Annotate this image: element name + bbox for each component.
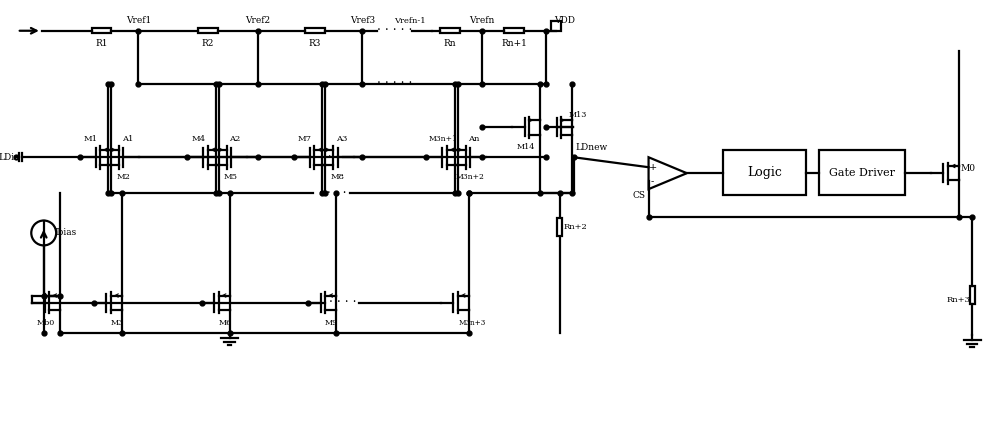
Text: Vrefn-1: Vrefn-1: [394, 17, 426, 25]
Text: Mb0: Mb0: [37, 319, 55, 327]
Bar: [551, 21, 561, 31]
Text: M3n+1: M3n+1: [428, 135, 457, 143]
Bar: [557, 218, 562, 236]
Text: M5: M5: [224, 173, 238, 181]
Text: · · · · ·: · · · · ·: [377, 77, 412, 90]
Text: Ibias: Ibias: [55, 228, 77, 238]
Text: R2: R2: [202, 39, 214, 48]
Text: Gate Driver: Gate Driver: [829, 168, 895, 178]
Text: LDnew: LDnew: [575, 143, 608, 152]
Bar: [440, 28, 460, 33]
Text: Rn+3: Rn+3: [946, 295, 970, 303]
Text: M1: M1: [84, 135, 98, 143]
Text: M9: M9: [325, 319, 338, 327]
Text: M0: M0: [961, 164, 976, 173]
Text: Rn+2: Rn+2: [564, 223, 588, 231]
Text: LDin: LDin: [0, 153, 21, 162]
Text: A2: A2: [229, 135, 241, 143]
Text: M2: M2: [116, 173, 130, 181]
Text: M6: M6: [218, 319, 232, 327]
Text: M3n+2: M3n+2: [456, 173, 485, 181]
Bar: [723, 150, 806, 195]
Text: M3n+3: M3n+3: [458, 319, 486, 327]
Bar: [504, 28, 524, 33]
Text: CS: CS: [632, 190, 645, 200]
Text: M3: M3: [111, 319, 124, 327]
Text: VDD: VDD: [554, 16, 575, 25]
Text: · · · · ·: · · · · ·: [377, 24, 412, 37]
Text: -: -: [651, 177, 654, 186]
Text: Vref3: Vref3: [350, 16, 375, 25]
Text: R1: R1: [95, 39, 108, 48]
Text: Rn: Rn: [444, 39, 456, 48]
Text: M13: M13: [568, 111, 587, 119]
Text: · · · ·: · · · ·: [329, 296, 356, 309]
Text: An: An: [468, 135, 480, 143]
Text: Vrefn: Vrefn: [469, 16, 495, 25]
Text: Vref1: Vref1: [126, 16, 151, 25]
Text: Vref2: Vref2: [245, 16, 270, 25]
Bar: [198, 28, 218, 33]
Text: · · · ·: · · · ·: [319, 186, 346, 200]
Text: A1: A1: [122, 135, 133, 143]
Text: A3: A3: [336, 135, 347, 143]
Bar: [970, 286, 975, 303]
Text: M8: M8: [331, 173, 345, 181]
Text: R3: R3: [308, 39, 321, 48]
Bar: [305, 28, 325, 33]
Text: M4: M4: [191, 135, 205, 143]
Bar: [92, 28, 111, 33]
Text: Rn+1: Rn+1: [501, 39, 527, 48]
Text: M14: M14: [517, 143, 535, 151]
Bar: [819, 150, 905, 195]
Text: M7: M7: [298, 135, 312, 143]
Text: +: +: [648, 163, 657, 172]
Text: · · · ·: · · · ·: [312, 151, 339, 164]
Text: Logic: Logic: [747, 166, 782, 179]
